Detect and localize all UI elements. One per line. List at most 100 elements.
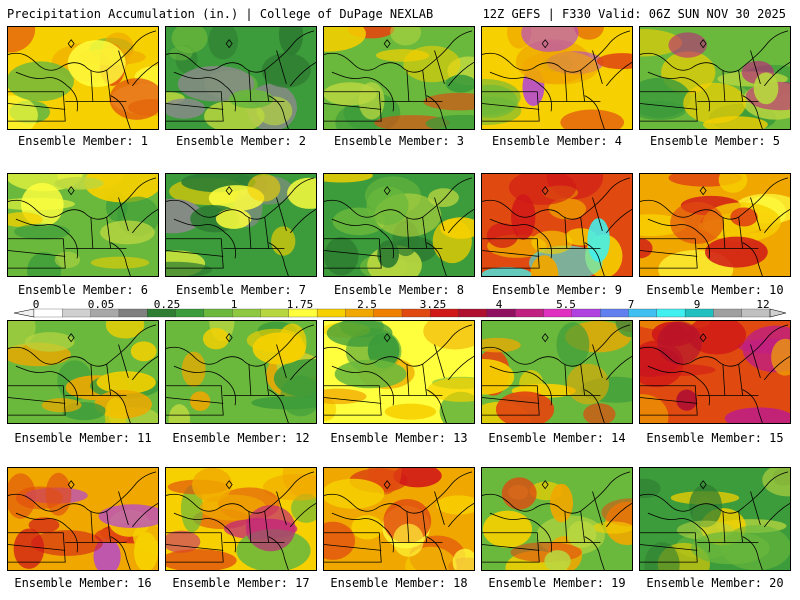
map-border <box>406 364 410 396</box>
precip-blob <box>376 49 430 62</box>
precip-blob <box>583 403 616 423</box>
precip-blob <box>168 404 191 423</box>
colorbar-tick-label: 1 <box>230 298 238 311</box>
map-border <box>132 61 158 87</box>
precip-blob <box>27 252 62 276</box>
map-border <box>448 502 474 528</box>
map-border <box>647 512 700 528</box>
map-border <box>264 177 315 218</box>
colorbar-swatch <box>515 308 544 318</box>
map-border <box>375 356 423 367</box>
precip-blob <box>670 201 724 245</box>
map-border <box>580 324 631 365</box>
map-border <box>118 197 129 231</box>
map-border <box>482 199 534 218</box>
precip-blob <box>753 72 779 105</box>
map-border <box>533 503 581 514</box>
map-border <box>738 217 744 249</box>
member-caption: Ensemble Member: 15 <box>646 431 784 445</box>
map-border <box>564 70 568 102</box>
member-caption: Ensemble Member: 5 <box>649 134 781 148</box>
station-marker-icon <box>225 333 233 343</box>
precip-blob <box>324 174 373 183</box>
precip-field <box>640 174 790 276</box>
precip-blob <box>482 337 521 353</box>
map-border <box>132 208 158 234</box>
map-border <box>482 544 540 551</box>
map-border <box>90 364 94 396</box>
map-border <box>448 355 474 381</box>
map-border <box>331 512 384 528</box>
colorbar-swatch <box>458 308 488 318</box>
map-border <box>268 95 289 129</box>
map-border <box>448 61 474 87</box>
map-border <box>166 493 218 512</box>
colorbar-svg <box>13 308 787 318</box>
colorbar <box>0 296 800 320</box>
map-border <box>764 355 790 381</box>
map-border <box>166 532 224 563</box>
map-border <box>533 62 581 73</box>
map-border <box>166 103 224 110</box>
map-border <box>592 491 603 525</box>
map-border <box>15 71 68 87</box>
colorbar-swatch <box>203 308 233 318</box>
ensemble-map-panel <box>639 173 791 277</box>
station-marker-icon <box>225 39 233 49</box>
precip-blob <box>687 321 747 355</box>
precip-blob <box>587 218 610 263</box>
member-caption: Ensemble Member: 2 <box>175 134 307 148</box>
map-border <box>166 346 218 365</box>
precip-blob <box>208 27 239 60</box>
map-border <box>426 389 447 423</box>
map-border <box>640 493 692 512</box>
map-border <box>217 209 265 220</box>
colorbar-swatch <box>316 308 346 318</box>
map-border <box>268 242 289 276</box>
precip-field <box>324 321 474 423</box>
map-border <box>647 365 700 381</box>
precip-blob <box>657 321 702 365</box>
map-border <box>422 511 428 543</box>
map-border <box>276 197 287 231</box>
precip-field <box>640 27 790 129</box>
map-border <box>331 218 384 234</box>
station-marker-icon <box>225 480 233 490</box>
map-border <box>324 346 376 365</box>
colorbar-tick-label: 7 <box>627 298 635 311</box>
map-border <box>324 250 382 257</box>
map-border <box>434 491 445 525</box>
precip-field <box>8 468 158 570</box>
map-border <box>640 346 692 365</box>
map-border <box>224 526 236 553</box>
map-border <box>482 238 540 269</box>
precip-blob <box>291 493 316 523</box>
map-border <box>217 62 265 73</box>
map-border <box>691 62 739 73</box>
precip-blob <box>574 27 604 40</box>
station-marker-icon <box>541 333 549 343</box>
precip-field <box>640 321 790 423</box>
member-caption: Ensemble Member: 6 <box>17 283 149 297</box>
station-marker-icon <box>699 333 707 343</box>
precip-blob <box>202 327 230 350</box>
precip-blob <box>324 521 356 560</box>
map-border <box>224 232 236 259</box>
precip-blob <box>384 403 437 420</box>
map-border <box>276 50 287 84</box>
map-border <box>264 364 270 396</box>
ensemble-map-panel <box>7 320 159 424</box>
map-border <box>422 70 428 102</box>
precip-blob <box>166 98 206 119</box>
map-border <box>290 208 316 234</box>
precip-field <box>640 468 790 570</box>
precip-blob <box>486 223 519 248</box>
map-border <box>533 356 581 367</box>
map-border <box>8 346 60 365</box>
precip-blob <box>324 478 385 509</box>
map-border <box>533 209 581 220</box>
ensemble-map-panel <box>7 173 159 277</box>
ensemble-map-panel <box>323 320 475 424</box>
map-border <box>324 199 376 218</box>
